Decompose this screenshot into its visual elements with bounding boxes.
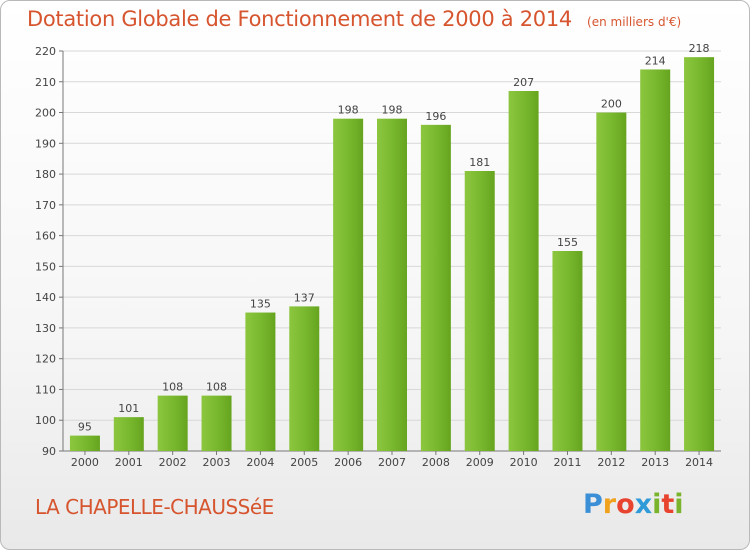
x-tick-label: 2002 [159,456,187,469]
bar [464,171,495,451]
y-tick-label: 130 [35,322,56,335]
y-tick-label: 220 [35,45,56,58]
y-tick-label: 190 [35,137,56,150]
bar [157,395,188,451]
data-label: 181 [469,156,490,169]
x-tick-label: 2003 [203,456,231,469]
x-tick-label: 2012 [597,456,625,469]
data-label: 95 [78,421,92,434]
bar [289,306,320,451]
data-label: 214 [645,54,666,67]
y-tick-label: 210 [35,76,56,89]
data-label: 196 [425,110,446,123]
bar [333,118,364,451]
x-tick-label: 2007 [378,456,406,469]
data-label: 101 [118,402,139,415]
y-tick-label: 100 [35,414,56,427]
bar [377,118,407,451]
x-tick-label: 2008 [422,456,450,469]
data-label: 198 [382,104,403,117]
x-tick-label: 2001 [115,456,143,469]
y-tick-label: 140 [35,291,56,304]
logo-letter: x [634,489,653,520]
logo-letter: t [661,489,675,520]
logo-letter: i [652,489,662,520]
x-tick-label: 2010 [510,456,538,469]
data-label: 135 [250,298,271,311]
x-tick-label: 2006 [334,456,362,469]
x-tick-label: 2014 [685,456,713,469]
bar [245,312,276,451]
logo-letter: P [583,489,603,520]
x-tick-label: 2005 [290,456,318,469]
y-tick-label: 160 [35,230,56,243]
x-tick-label: 2009 [466,456,494,469]
bar [69,435,100,451]
data-label: 108 [162,381,183,394]
data-label: 155 [557,236,578,249]
x-tick-label: 2013 [641,456,669,469]
y-tick-label: 150 [35,260,56,273]
x-tick-label: 2004 [246,456,274,469]
data-label: 200 [601,98,622,111]
bar [596,112,627,452]
bar [508,91,539,451]
bars [69,57,715,452]
labels: 90 100 110 120 130 140 150 160 170 180 190 200 210 22… [35,42,713,469]
y-tick-label: 120 [35,353,56,366]
data-label: 218 [689,42,710,55]
chart-title: Dotation Globale de Fonctionnement de 20… [27,7,572,31]
x-tick-label: 2011 [553,456,581,469]
data-label: 137 [294,291,315,304]
proxiti-logo: Proxiti [583,489,684,520]
y-tick-label: 90 [42,445,56,458]
bar [640,69,671,451]
y-tick-label: 170 [35,199,56,212]
x-tick-label: 2000 [71,456,99,469]
logo-letter: o [616,489,635,520]
bar [113,417,144,451]
chart-title-line: Dotation Globale de Fonctionnement de 20… [27,7,681,31]
logo-letter: r [602,489,617,520]
data-label: 108 [206,381,227,394]
bar [684,57,715,452]
commune-name: LA CHAPELLE-CHAUSSéE [35,495,274,519]
y-tick-label: 200 [35,107,56,120]
y-tick-label: 110 [35,383,56,396]
logo-letter: i [674,489,684,520]
y-tick-label: 180 [35,168,56,181]
bar [552,251,583,451]
bar [420,124,451,451]
data-label: 198 [338,104,359,117]
chart-unit-note: (en milliers d'€) [587,15,682,29]
bar [201,395,232,451]
data-label: 207 [513,76,534,89]
